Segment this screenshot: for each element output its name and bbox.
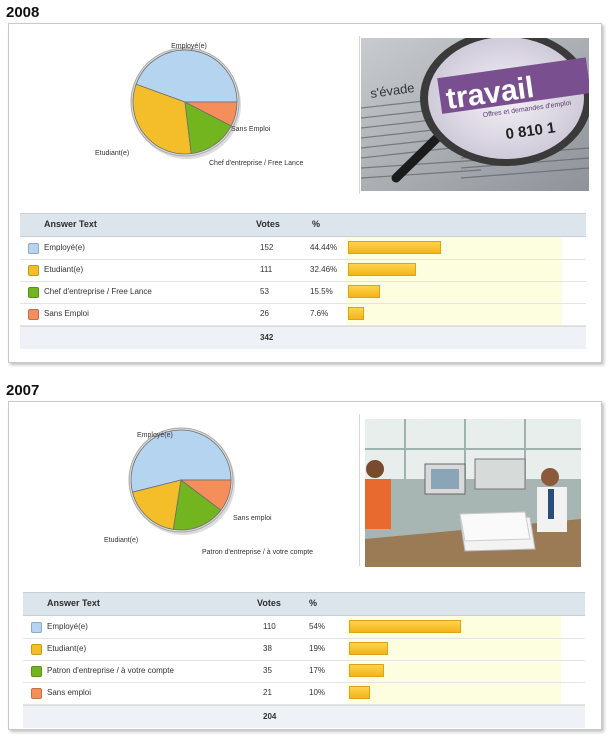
legend-swatch bbox=[28, 309, 39, 320]
pie-label: Patron d'entreprise / à votre compte bbox=[202, 549, 313, 556]
poll-panel-2008: Employé(e) Etudiant(e) Chef d'entreprise /… bbox=[8, 23, 602, 363]
pie-chart-2007: Employé(e) Etudiant(e) Patron d'entreprise… bbox=[104, 427, 313, 556]
percent-value: 54% bbox=[309, 622, 326, 631]
panel-divider bbox=[359, 36, 360, 194]
legend-swatch bbox=[31, 688, 42, 699]
votes-value: 53 bbox=[260, 287, 269, 296]
legend-swatch bbox=[28, 265, 39, 276]
answer-text: Sans emploi bbox=[47, 688, 92, 697]
office-workers-photo bbox=[365, 419, 581, 567]
percent-value: 17% bbox=[309, 666, 326, 675]
pie-label: Sans emploi bbox=[233, 515, 272, 522]
legend-swatch bbox=[31, 666, 42, 677]
results-table-2007: Answer Text Votes % Employé(e) 110 54% Etud… bbox=[23, 592, 585, 728]
pie-label: Employé(e) bbox=[171, 43, 207, 50]
answer-text-header: Answer Text bbox=[44, 219, 97, 229]
answer-text-header: Answer Text bbox=[47, 598, 100, 608]
legend-swatch bbox=[28, 243, 39, 254]
answer-text: Sans Emploi bbox=[44, 309, 89, 318]
votes-value: 152 bbox=[260, 243, 274, 252]
percent-value: 15.5% bbox=[310, 287, 333, 296]
total-row: 342 bbox=[20, 326, 586, 349]
year-heading-2008: 2008 bbox=[6, 4, 40, 21]
answer-text: Patron d'entreprise / à votre compte bbox=[47, 666, 174, 675]
pie-label: Employé(e) bbox=[137, 432, 173, 439]
percent-bar bbox=[348, 241, 441, 254]
pie-slice-employed[interactable] bbox=[135, 49, 238, 103]
percent-bar bbox=[348, 263, 416, 276]
poll-panel-2007: Employé(e) Etudiant(e) Patron d'entreprise… bbox=[8, 401, 602, 730]
total-votes: 342 bbox=[260, 333, 274, 342]
newspaper-magnifier-photo: s'évade travail Offres et demandes d'emp… bbox=[361, 38, 589, 191]
percent-value: 7.6% bbox=[310, 309, 329, 318]
answer-text: Chef d'entreprise / Free Lance bbox=[44, 287, 152, 296]
pie-label: Etudiant(e) bbox=[95, 150, 129, 157]
percent-value: 19% bbox=[309, 644, 326, 653]
votes-header: Votes bbox=[256, 219, 280, 229]
pie-slice-unemployed[interactable] bbox=[184, 101, 238, 127]
votes-value: 111 bbox=[260, 265, 273, 274]
row-student: Etudiant(e) 38 19% bbox=[23, 638, 585, 661]
answer-text: Employé(e) bbox=[44, 243, 85, 252]
percent-bar bbox=[349, 686, 370, 699]
table-header: Answer Text Votes % bbox=[20, 213, 586, 237]
pie-slice-student[interactable] bbox=[132, 479, 182, 530]
answer-text: Etudiant(e) bbox=[44, 265, 84, 274]
pie-chart-2008: Employé(e) Etudiant(e) Chef d'entreprise /… bbox=[95, 43, 303, 167]
pie-slice-employed[interactable] bbox=[130, 429, 232, 493]
pie-label: Sans Emploi bbox=[231, 126, 271, 133]
row-unemployed: Sans emploi 21 10% bbox=[23, 682, 585, 705]
votes-value: 35 bbox=[263, 666, 272, 675]
answer-text: Employé(e) bbox=[47, 622, 88, 631]
svg-text:0 810 1: 0 810 1 bbox=[505, 119, 557, 143]
results-table-2008: Answer Text Votes % Employé(e) 152 44.44% E… bbox=[20, 213, 586, 349]
legend-swatch bbox=[31, 622, 42, 633]
votes-header: Votes bbox=[257, 598, 281, 608]
row-unemployed: Sans Emploi 26 7.6% bbox=[20, 303, 586, 326]
votes-value: 38 bbox=[263, 644, 272, 653]
percent-bar bbox=[349, 620, 461, 633]
svg-text:s'évade: s'évade bbox=[369, 80, 415, 101]
panel-divider bbox=[359, 414, 360, 566]
total-votes: 204 bbox=[263, 712, 277, 721]
pie-label: Etudiant(e) bbox=[104, 537, 138, 544]
pie-slice-business-owner[interactable] bbox=[184, 101, 232, 155]
pie-slice-business-owner[interactable] bbox=[172, 479, 222, 531]
percent-value: 10% bbox=[309, 688, 326, 697]
percent-value: 44.44% bbox=[310, 243, 338, 252]
percent-header: % bbox=[312, 219, 321, 229]
row-employed: Employé(e) 152 44.44% bbox=[20, 237, 586, 260]
year-heading-2007: 2007 bbox=[6, 382, 40, 399]
percent-bar bbox=[349, 642, 389, 655]
pie-slice-student[interactable] bbox=[132, 83, 192, 155]
votes-value: 110 bbox=[263, 622, 276, 631]
legend-swatch bbox=[28, 287, 39, 298]
row-employed: Employé(e) 110 54% bbox=[23, 616, 585, 639]
percent-bar bbox=[349, 664, 385, 677]
answer-text: Etudiant(e) bbox=[47, 644, 87, 653]
pie-label: Chef d'entreprise / Free Lance bbox=[209, 160, 303, 167]
votes-value: 26 bbox=[260, 309, 269, 318]
votes-value: 21 bbox=[263, 688, 272, 697]
percent-header: % bbox=[309, 598, 318, 608]
newspaper-magnifier-icon: s'évade travail Offres et demandes d'emp… bbox=[361, 38, 589, 191]
percent-bar bbox=[348, 285, 381, 298]
row-business-owner: Chef d'entreprise / Free Lance 53 15.5% bbox=[20, 281, 586, 304]
total-row: 204 bbox=[23, 705, 585, 728]
legend-swatch bbox=[31, 644, 42, 655]
percent-value: 32.46% bbox=[310, 265, 338, 274]
pie-slice-unemployed[interactable] bbox=[179, 479, 232, 511]
row-business-owner: Patron d'entreprise / à votre compte 35 17… bbox=[23, 660, 585, 683]
percent-bar bbox=[348, 307, 364, 320]
row-student: Etudiant(e) 111 32.46% bbox=[20, 259, 586, 282]
office-workers-icon bbox=[365, 419, 581, 567]
table-header: Answer Text Votes % bbox=[23, 592, 585, 616]
